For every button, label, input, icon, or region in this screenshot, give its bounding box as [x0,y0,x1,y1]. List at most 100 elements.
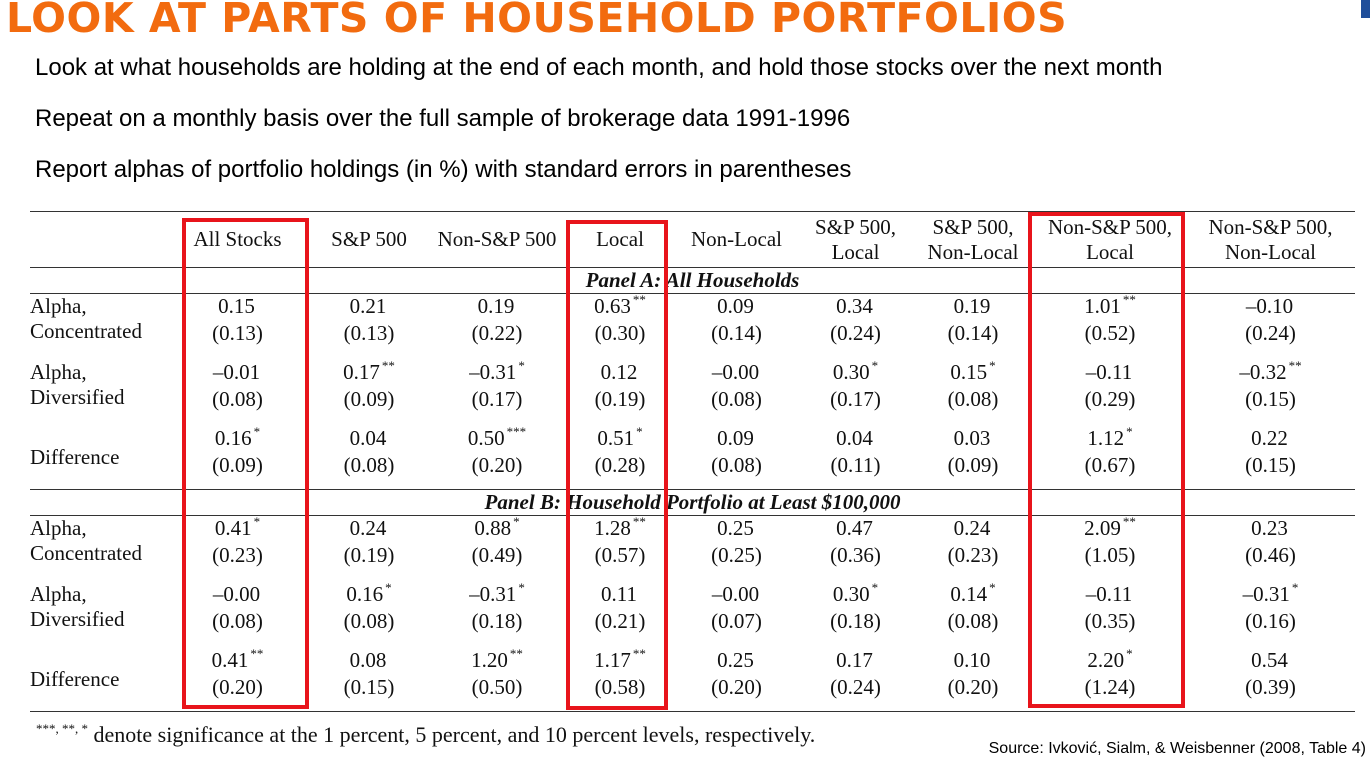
alpha-value: 0.04 [349,426,387,450]
alpha-value-line: –0.11 [1034,582,1186,609]
alpha-value-line: 0.10 [912,648,1034,675]
alpha-value-line: 1.17 ** [566,646,674,675]
table-cell: 0.03 (0.09) [912,426,1034,490]
table-cell: 0.21 (0.13) [310,294,428,361]
alpha-value: 1.20 [471,648,508,672]
significance-stars: * [1126,424,1133,439]
table-cell: 0.30 * (0.17) [799,358,912,426]
table-cell: 0.23 (0.46) [1186,516,1355,583]
significance-stars: * [1126,646,1133,661]
standard-error: (0.08) [343,453,395,477]
alpha-value-line: 0.47 [799,516,912,543]
alpha-value: 0.24 [953,516,991,540]
alpha-value: 0.54 [1251,648,1288,672]
significance-stars: * [871,358,879,373]
alpha-value: 2.09 [1084,516,1121,540]
alpha-value-line: 0.23 [1186,516,1355,543]
row-label-line1: Alpha, [30,294,87,318]
standard-error: (0.52) [1084,321,1136,345]
row-label: Difference [30,648,165,712]
alpha-value: –0.00 [711,582,760,606]
significance-stars: * [636,424,643,439]
standard-error: (0.09) [947,453,999,477]
standard-error: (0.08) [212,609,263,633]
standard-error: (0.24) [830,321,881,345]
table-cell: 0.51 * (0.28) [566,424,674,490]
standard-error: (0.15) [343,675,395,699]
row-label-line1: Alpha, [30,360,87,384]
table-cell: –0.32 ** (0.15) [1186,358,1355,426]
alpha-value-line: –0.32 ** [1186,358,1355,387]
alpha-value-line: –0.00 [674,360,799,387]
table-cell: 0.47 (0.36) [799,516,912,583]
significance-footnote: ***, **, * denote significance at the 1 … [36,721,815,748]
alpha-value: –0.00 [711,360,760,384]
alpha-value: –0.11 [1085,582,1133,606]
alpha-value-line: 2.09 ** [1034,514,1186,543]
alpha-value-line: 0.11 [566,582,674,609]
alpha-value-line: 0.09 [674,294,799,321]
alpha-value-line: 2.20 * [1034,646,1186,675]
standard-error: (0.18) [471,609,523,633]
row-label: Alpha, Diversified [30,582,165,648]
standard-error: (0.49) [471,543,523,567]
alpha-value: 0.63 [594,294,631,318]
table-cell: 0.88 * (0.49) [428,514,566,583]
standard-error: (0.08) [947,609,999,633]
row-label: Difference [30,426,165,490]
standard-error: (1.24) [1084,675,1136,699]
row-label-line1: Difference [30,667,120,691]
table-cell: –0.11 (0.29) [1034,360,1186,426]
alpha-value-line: 0.51 * [566,424,674,453]
table-cell: 0.22 (0.15) [1186,426,1355,490]
alpha-value-line: 0.25 [674,648,799,675]
alpha-value-line: 1.28 ** [566,514,674,543]
alpha-value: 0.34 [836,294,873,318]
alpha-row: Alpha, Concentrated 0.41 * (0.23) 0.24 (0.19) 0… [30,514,1355,583]
significance-stars: *** [506,424,527,439]
alpha-value: 0.04 [836,426,873,450]
standard-error: (0.46) [1245,543,1296,567]
standard-error: (0.09) [343,387,395,411]
table-cell: 2.20 * (1.24) [1034,646,1186,712]
alpha-value: –0.11 [1085,360,1133,384]
alpha-value: 0.24 [349,516,387,540]
alpha-value-line: 0.88 * [428,514,566,543]
row-label-line1: Alpha, [30,516,87,540]
standard-error: (0.19) [594,387,646,411]
alpha-value: 0.17 [836,648,873,672]
alpha-value: 0.21 [349,294,387,318]
standard-error: (0.20) [711,675,762,699]
standard-error: (0.08) [711,387,762,411]
source-citation: Source: Ivković, Sialm, & Weisbenner (20… [988,740,1366,757]
significance-stars: * [518,358,525,373]
significance-stars: ** [632,514,646,529]
alpha-value-line: 0.63 ** [566,292,674,321]
alpha-value: 0.30 [832,360,870,384]
alpha-value-line: 0.03 [912,426,1034,453]
alpha-row: Alpha, Diversified –0.00 (0.08) 0.16 * (0.08) –… [30,580,1355,648]
table-cell: 0.11 (0.21) [566,582,674,648]
alpha-value-line: 0.09 [674,426,799,453]
header-non-sp500: Non-S&P 500 [428,211,566,268]
table-cell: 0.19 (0.14) [912,294,1034,361]
alpha-value: 0.15 [218,294,255,318]
alpha-value: 0.11 [601,582,637,606]
significance-stars: ** [250,646,264,661]
alpha-value-line: 0.04 [310,426,428,453]
table-cell: 0.24 (0.19) [310,516,428,583]
standard-error: (0.58) [594,675,646,699]
standard-error: (0.21) [594,609,646,633]
significance-stars: * [989,358,996,373]
table-cell: 0.16 * (0.08) [310,580,428,648]
alpha-value: 0.23 [1251,516,1288,540]
alpha-value: –0.00 [212,582,261,606]
table-cell: –0.00 (0.08) [674,360,799,426]
table-cell: 1.12 * (0.67) [1034,424,1186,490]
standard-error: (0.08) [711,453,762,477]
header-non-local: Non-Local [674,211,799,268]
alpha-value: 0.15 [950,360,988,384]
alpha-value: 0.12 [600,360,638,384]
alpha-value-line: –0.31 * [428,358,566,387]
header-sp500-local: S&P 500, Local [799,211,912,268]
